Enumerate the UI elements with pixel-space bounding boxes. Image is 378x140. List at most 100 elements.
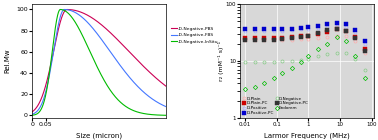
D-Plain [335,35,339,36]
D-Negative-PC [353,38,358,39]
D-Plain-PC [262,38,266,39]
D-Plain-PC [299,36,304,37]
D-Plain [290,40,294,41]
-D-Negative-InSitu [30,114,34,116]
Endorem [280,73,285,74]
D-Plain [271,40,276,41]
D-Positive-PC [325,24,330,25]
-D-Negative-InSitu [160,114,165,116]
D-Negative-PC [299,37,304,38]
Endorem [316,48,320,50]
D-Plain-PC [280,38,285,39]
Endorem [335,37,339,38]
Endorem [343,41,348,42]
Endorem [271,77,276,79]
D-Positive-PC [353,29,358,31]
D-Negative-PC [243,40,247,41]
-D-Negative-PBS [65,9,69,10]
-D-Negative-FBS [30,113,34,115]
D-Negative [335,52,339,53]
D-Negative-PC [262,40,266,41]
D-Positive-PC [252,29,257,30]
D-Positive-PC [363,41,367,42]
Endorem [290,67,294,69]
D-Plain [325,37,330,38]
D-Positive-PC [335,22,339,24]
D-Negative-PC [271,40,276,41]
Line: D-Negative: D-Negative [243,51,366,71]
D-Plain [343,36,348,37]
D-Positive [280,30,285,32]
-D-Negative-FBS [62,9,67,10]
D-Plain-PC [252,38,257,39]
Endorem [262,83,266,84]
D-Negative [353,58,358,59]
X-axis label: Larmor Frequency (MHz): Larmor Frequency (MHz) [264,132,350,139]
Endorem [252,86,257,88]
-D-Negative-FBS [160,104,165,106]
D-Plain-PC [306,35,311,36]
Legend: -D-Negative-PBS, -D-Negative-FBS, -D-Negative-InSitu: -D-Negative-PBS, -D-Negative-FBS, -D-Neg… [171,27,218,44]
D-Plain-PC [343,30,348,32]
D-Positive [299,29,304,30]
D-Negative [290,60,294,62]
D-Positive [325,26,330,28]
Endorem [306,56,311,57]
D-Plain [299,38,304,40]
-D-Negative-PBS [160,83,165,84]
Endorem [363,77,367,79]
-D-Negative-InSitu [91,59,96,61]
Legend: D-Plain, D-Plain-PC, D-Positive, D-Positive-PC, D-Negative, D-Negative-PC, Endor: D-Plain, D-Plain-PC, D-Positive, D-Posit… [242,96,310,116]
D-Positive-PC [290,28,294,30]
D-Positive [343,26,348,28]
D-Plain-PC [243,38,247,39]
D-Negative [306,58,311,59]
D-Plain-PC [325,31,330,32]
D-Negative [243,61,247,63]
Line: D-Positive: D-Positive [243,24,366,45]
D-Positive [363,43,367,45]
Y-axis label: Rel.Mw: Rel.Mw [5,49,11,73]
Line: -D-Negative-InSitu: -D-Negative-InSitu [32,10,166,115]
D-Negative [363,69,367,71]
Endorem [243,88,247,90]
D-Plain [262,40,266,41]
D-Plain-PC [353,37,358,38]
D-Negative-PC [316,32,320,34]
D-Plain-PC [290,37,294,38]
-D-Negative-InSitu [160,114,165,116]
D-Positive-PC [262,29,266,30]
-D-Negative-InSitu [37,111,41,113]
-D-Negative-PBS [91,18,96,20]
D-Negative-PC [325,29,330,31]
-D-Negative-FBS [91,29,96,30]
D-Positive [306,28,311,30]
D-Positive-PC [299,27,304,29]
D-Positive-PC [343,23,348,25]
D-Positive [262,30,266,32]
Line: -D-Negative-FBS: -D-Negative-FBS [32,10,166,114]
D-Negative-PC [335,28,339,30]
D-Negative [252,61,257,63]
Line: D-Negative-PC: D-Negative-PC [243,27,366,52]
D-Negative [343,52,348,53]
D-Negative-PC [252,40,257,41]
-D-Negative-FBS [37,108,41,110]
D-Positive-PC [280,28,285,30]
-D-Negative-PBS [160,83,165,84]
D-Positive [316,27,320,29]
D-Negative [280,61,285,62]
-D-Negative-InSitu [136,111,140,113]
D-Negative [271,61,276,63]
D-Positive [243,30,247,32]
-D-Negative-FBS [136,86,140,87]
D-Negative-PC [363,50,367,52]
Line: D-Plain-PC: D-Plain-PC [243,28,366,51]
D-Negative [262,61,266,63]
D-Positive [252,30,257,32]
X-axis label: Size (micron): Size (micron) [76,132,122,139]
D-Positive-PC [243,29,247,30]
-D-Negative-FBS [160,104,165,106]
D-Positive [353,31,358,33]
-D-Negative-FBS [164,106,169,108]
